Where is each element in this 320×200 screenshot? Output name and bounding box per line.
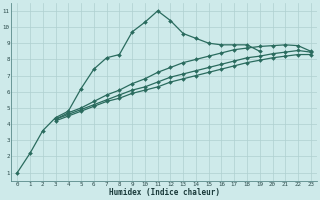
X-axis label: Humidex (Indice chaleur): Humidex (Indice chaleur): [108, 188, 220, 197]
